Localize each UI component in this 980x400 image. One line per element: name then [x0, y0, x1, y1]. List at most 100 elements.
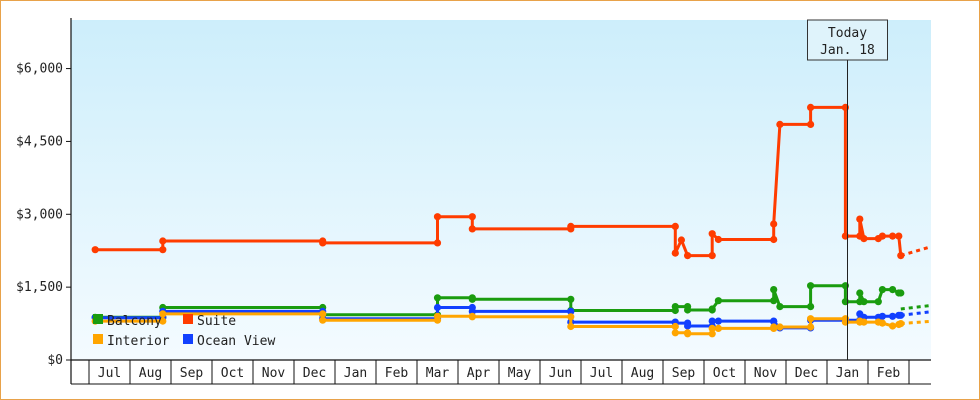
x-tick-label: Nov: [262, 366, 286, 381]
legend: Balcony Suite Interior Ocean View: [93, 314, 275, 349]
series-suite: [91, 103, 931, 260]
data-point: [889, 322, 897, 330]
x-tick-label: Dec: [303, 366, 326, 381]
data-point: [856, 215, 864, 223]
y-axis: $0 $1,500 $3,000 $4,500 $6,000: [16, 18, 72, 384]
legend-label-suite: Suite: [197, 314, 236, 329]
data-point: [468, 225, 476, 233]
data-point: [684, 330, 692, 338]
x-tick-label: Nov: [754, 366, 778, 381]
series-interior: [91, 310, 931, 338]
data-point: [468, 213, 476, 221]
data-point: [671, 322, 679, 331]
data-point: [319, 239, 327, 247]
data-point: [770, 318, 778, 326]
x-tick-label: May: [508, 366, 532, 381]
data-point: [91, 246, 99, 254]
data-point: [684, 306, 692, 314]
data-point: [897, 289, 905, 297]
legend-label-ocean-view: Ocean View: [197, 334, 275, 349]
today-label: Today: [828, 26, 867, 41]
legend-label-interior: Interior: [107, 334, 170, 349]
y-tick-label: $1,500: [16, 280, 63, 295]
y-tick-label: $0: [47, 353, 63, 368]
data-point: [708, 305, 716, 313]
data-point: [433, 239, 442, 247]
data-point: [807, 323, 815, 331]
data-point: [860, 318, 868, 326]
data-point: [770, 235, 778, 244]
legend-swatch-balcony: [93, 314, 103, 324]
data-point: [807, 103, 815, 111]
data-point: [319, 310, 327, 318]
data-point: [714, 324, 723, 332]
data-point: [708, 317, 716, 325]
data-point: [807, 120, 815, 128]
series-layer: [91, 103, 931, 338]
x-tick-label: Dec: [795, 366, 818, 381]
data-point: [714, 235, 723, 244]
legend-swatch-interior: [93, 334, 103, 344]
x-tick-label: Oct: [713, 366, 736, 381]
x-tick-label: Jul: [590, 366, 613, 381]
data-point: [807, 315, 815, 323]
data-point: [776, 120, 784, 128]
data-point: [433, 312, 442, 320]
y-tick-label: $3,000: [16, 207, 63, 222]
x-tick-label: Sep: [180, 366, 204, 381]
x-tick-label: Feb: [385, 366, 409, 381]
data-point: [714, 297, 723, 305]
data-point: [567, 222, 575, 230]
data-point: [708, 230, 716, 238]
data-point: [878, 232, 887, 240]
data-point: [889, 286, 897, 294]
data-point: [776, 323, 784, 331]
x-tick-label: Aug: [139, 366, 162, 381]
x-tick-label: Jul: [98, 366, 121, 381]
x-tick-label: Oct: [221, 366, 244, 381]
data-point: [856, 289, 864, 297]
data-point: [671, 329, 679, 337]
y-tick-label: $4,500: [16, 134, 63, 149]
data-point: [468, 313, 476, 321]
data-point: [684, 322, 692, 330]
data-point: [807, 282, 815, 290]
today-box: [807, 19, 888, 61]
data-point: [770, 286, 778, 294]
data-point: [433, 213, 442, 221]
y-tick-label: $6,000: [16, 62, 63, 77]
data-point: [159, 310, 167, 318]
x-tick-label: Sep: [672, 366, 696, 381]
data-point: [567, 313, 575, 321]
data-point: [319, 316, 327, 324]
data-point: [878, 319, 887, 327]
data-point: [708, 252, 716, 260]
legend-swatch-suite: [183, 314, 193, 324]
data-point: [433, 294, 442, 302]
plot-background: [71, 20, 931, 360]
data-point: [433, 303, 442, 312]
data-point: [468, 295, 476, 303]
data-point: [159, 246, 167, 254]
data-point: [770, 220, 778, 228]
data-point: [714, 317, 723, 325]
data-point: [878, 286, 887, 294]
x-tick-label: Feb: [877, 366, 901, 381]
x-tick-label: Apr: [467, 366, 491, 381]
data-point: [708, 330, 716, 338]
data-point: [889, 312, 897, 320]
data-point: [671, 249, 679, 257]
legend-swatch-ocean-view: [183, 334, 193, 344]
data-point: [567, 307, 575, 315]
today-annotation: Today Jan. 18: [807, 19, 888, 360]
data-point: [567, 295, 575, 303]
data-point: [671, 222, 679, 230]
x-tick-label: Jun: [549, 366, 572, 381]
data-point: [860, 235, 868, 243]
data-point: [159, 237, 167, 245]
x-tick-label: Aug: [631, 366, 654, 381]
data-point: [878, 312, 887, 320]
data-point: [776, 303, 784, 311]
data-point: [708, 324, 716, 332]
data-point: [671, 303, 679, 311]
